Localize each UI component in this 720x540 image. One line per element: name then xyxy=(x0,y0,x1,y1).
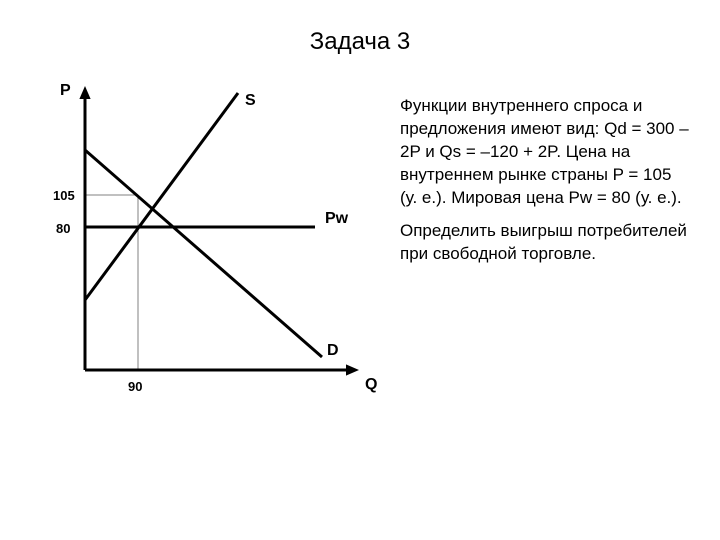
x-axis-arrow xyxy=(346,364,359,375)
q-axis-label: Q xyxy=(365,376,377,393)
demand-label: D xyxy=(327,342,339,359)
pw-label: Pw xyxy=(325,210,349,227)
tick-105: 105 xyxy=(53,188,75,203)
supply-label: S xyxy=(245,92,256,109)
problem-text: Функции внутреннего спроса и предложения… xyxy=(400,95,690,276)
supply-demand-chart: P Q S D Pw 105 80 90 xyxy=(30,75,380,415)
tick-80: 80 xyxy=(56,221,70,236)
paragraph-2: Определить выигрыш потребителей при своб… xyxy=(400,220,690,266)
p-axis-label: P xyxy=(60,82,71,99)
y-axis-arrow xyxy=(79,86,90,99)
paragraph-1: Функции внутреннего спроса и предложения… xyxy=(400,95,690,210)
page-title: Задача 3 xyxy=(0,28,720,56)
supply-curve xyxy=(85,93,238,300)
tick-90: 90 xyxy=(128,379,142,394)
